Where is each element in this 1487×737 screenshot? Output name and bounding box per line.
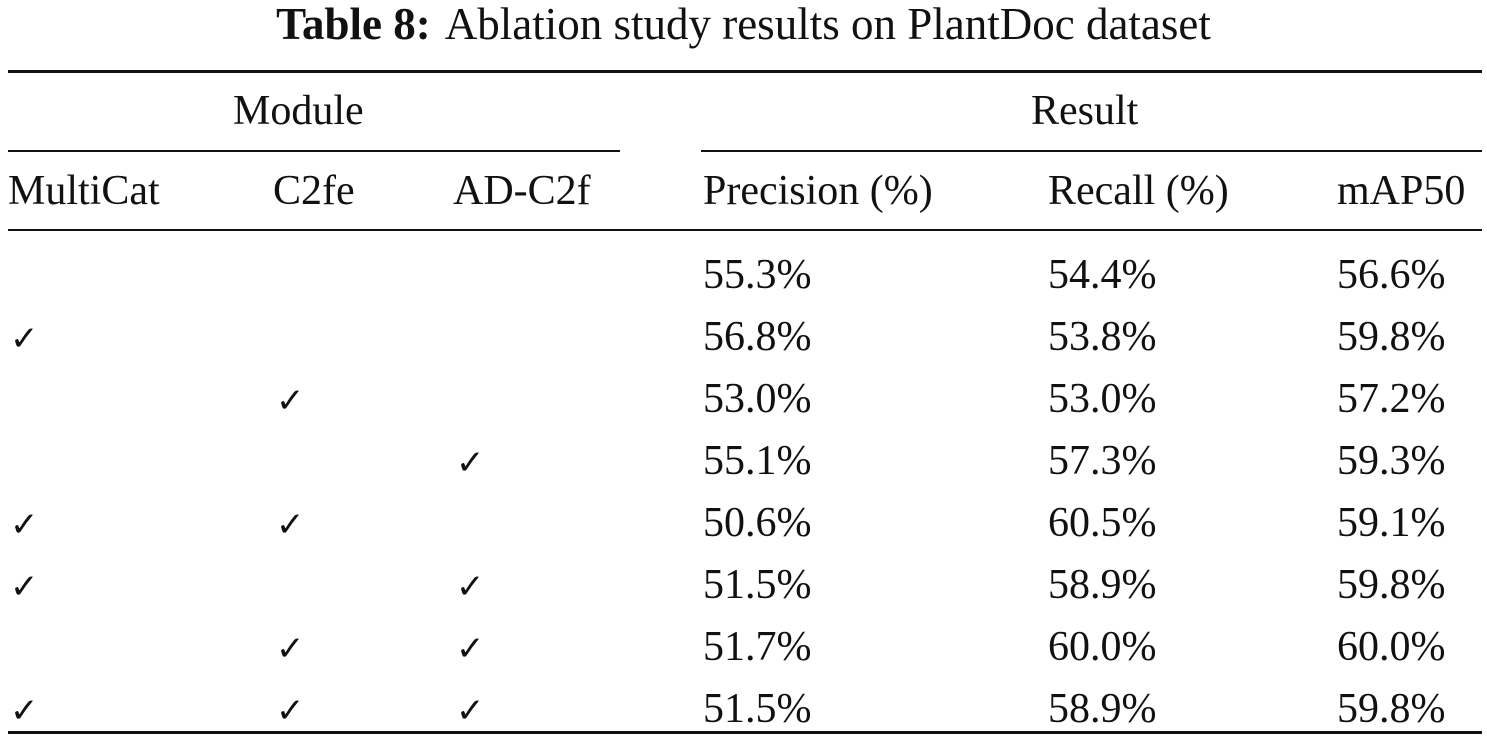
- header-rule: [8, 229, 1482, 231]
- group-header-module: Module: [233, 88, 364, 134]
- caption-label: Table 8:: [276, 0, 431, 49]
- map50-value: 59.8%: [1337, 562, 1446, 608]
- check-mark-c2fe: ✓: [276, 505, 305, 545]
- result-group-rule: [701, 150, 1482, 152]
- map50-value: 56.6%: [1337, 252, 1446, 298]
- recall-value: 53.0%: [1048, 376, 1157, 422]
- map50-value: 59.3%: [1337, 438, 1446, 484]
- precision-value: 55.1%: [703, 438, 812, 484]
- precision-value: 53.0%: [703, 376, 812, 422]
- map50-value: 60.0%: [1337, 624, 1446, 670]
- bottom-rule: [8, 731, 1482, 734]
- check-mark-c2fe: ✓: [276, 691, 305, 731]
- caption-text: Ablation study results on PlantDoc datas…: [444, 0, 1211, 49]
- module-group-rule: [8, 150, 620, 152]
- map50-value: 57.2%: [1337, 376, 1446, 422]
- check-mark-multicat: ✓: [10, 567, 39, 607]
- check-mark-multicat: ✓: [10, 691, 39, 731]
- check-mark-adc2f: ✓: [456, 691, 485, 731]
- check-mark-adc2f: ✓: [456, 567, 485, 607]
- precision-value: 51.7%: [703, 624, 812, 670]
- check-mark-c2fe: ✓: [276, 629, 305, 669]
- precision-value: 51.5%: [703, 562, 812, 608]
- recall-value: 57.3%: [1048, 438, 1157, 484]
- check-mark-c2fe: ✓: [276, 381, 305, 421]
- recall-value: 60.5%: [1048, 500, 1157, 546]
- top-rule: [8, 70, 1482, 73]
- column-header-c2fe: C2fe: [273, 168, 355, 214]
- precision-value: 51.5%: [703, 686, 812, 732]
- column-header-map50: mAP50: [1337, 168, 1466, 214]
- precision-value: 56.8%: [703, 314, 812, 360]
- column-header-adc2f: AD-C2f: [453, 168, 591, 214]
- precision-value: 50.6%: [703, 500, 812, 546]
- check-mark-multicat: ✓: [10, 319, 39, 359]
- recall-value: 60.0%: [1048, 624, 1157, 670]
- precision-value: 55.3%: [703, 252, 812, 298]
- column-header-precision: Precision (%): [703, 168, 933, 214]
- column-header-recall: Recall (%): [1048, 168, 1229, 214]
- column-header-multicat: MultiCat: [8, 168, 160, 214]
- check-mark-multicat: ✓: [10, 505, 39, 545]
- check-mark-adc2f: ✓: [456, 629, 485, 669]
- group-header-result: Result: [1031, 88, 1139, 134]
- recall-value: 58.9%: [1048, 562, 1157, 608]
- recall-value: 53.8%: [1048, 314, 1157, 360]
- table-caption: Table 8: Ablation study results on PlantD…: [0, 2, 1487, 47]
- recall-value: 58.9%: [1048, 686, 1157, 732]
- recall-value: 54.4%: [1048, 252, 1157, 298]
- check-mark-adc2f: ✓: [456, 443, 485, 483]
- map50-value: 59.1%: [1337, 500, 1446, 546]
- map50-value: 59.8%: [1337, 314, 1446, 360]
- map50-value: 59.8%: [1337, 686, 1446, 732]
